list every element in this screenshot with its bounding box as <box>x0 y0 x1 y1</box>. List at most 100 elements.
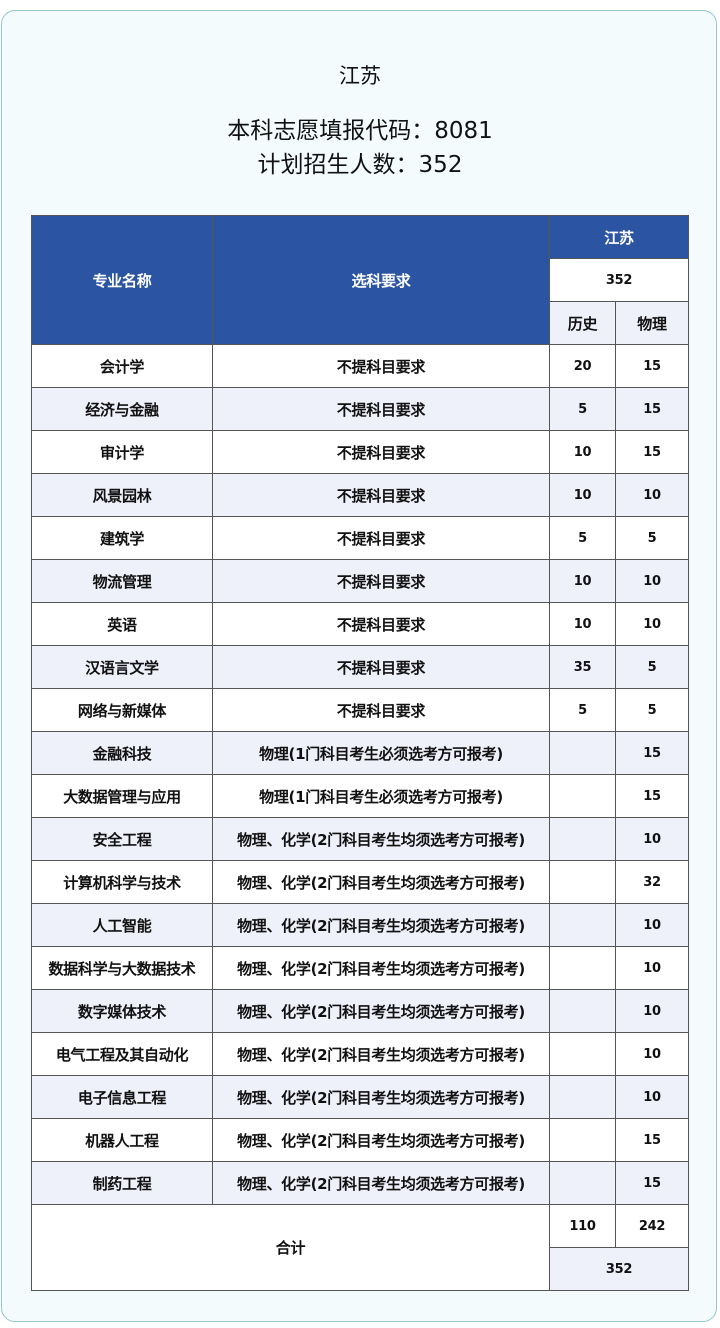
table-row: 安全工程 物理、化学(2门科目考生均须选考方可报考) 10 <box>31 817 689 861</box>
table-row: 建筑学 不提科目要求 5 5 <box>31 516 689 560</box>
history-count <box>549 989 616 1033</box>
requirement-cell: 物理、化学(2门科目考生均须选考方可报考) <box>212 1032 550 1076</box>
physics-count: 5 <box>615 688 689 732</box>
col-header-physics: 物理 <box>615 301 689 345</box>
total-label: 合计 <box>31 1204 550 1291</box>
history-count <box>549 946 616 990</box>
table-row: 经济与金融 不提科目要求 5 15 <box>31 387 689 431</box>
major-cell: 电气工程及其自动化 <box>31 1032 213 1076</box>
table-row: 电子信息工程 物理、化学(2门科目考生均须选考方可报考) 10 <box>31 1075 689 1119</box>
major-cell: 物流管理 <box>31 559 213 603</box>
table-row: 数字媒体技术 物理、化学(2门科目考生均须选考方可报考) 10 <box>31 989 689 1033</box>
physics-count: 15 <box>615 731 689 775</box>
history-count: 10 <box>549 430 616 474</box>
history-count <box>549 731 616 775</box>
table-row: 机器人工程 物理、化学(2门科目考生均须选考方可报考) 15 <box>31 1118 689 1162</box>
requirement-cell: 不提科目要求 <box>212 387 550 431</box>
major-cell: 英语 <box>31 602 213 646</box>
physics-count: 10 <box>615 1032 689 1076</box>
major-cell: 审计学 <box>31 430 213 474</box>
enrollment-table: 专业名称 选科要求 江苏 352 历史 物理 会计学 不提科目要求 20 15 经济与金… <box>31 215 689 1291</box>
major-cell: 电子信息工程 <box>31 1075 213 1119</box>
requirement-cell: 不提科目要求 <box>212 516 550 560</box>
physics-count: 5 <box>615 516 689 560</box>
history-count <box>549 774 616 818</box>
physics-count: 15 <box>615 387 689 431</box>
physics-count: 15 <box>615 430 689 474</box>
table-row: 汉语言文学 不提科目要求 35 5 <box>31 645 689 689</box>
history-count: 35 <box>549 645 616 689</box>
history-count <box>549 1075 616 1119</box>
total-physics: 242 <box>615 1204 689 1248</box>
region-total: 352 <box>549 258 689 302</box>
major-cell: 制药工程 <box>31 1161 213 1205</box>
table-row: 电气工程及其自动化 物理、化学(2门科目考生均须选考方可报考) 10 <box>31 1032 689 1076</box>
requirement-cell: 物理(1门科目考生必须选考方可报考) <box>212 774 550 818</box>
requirement-cell: 不提科目要求 <box>212 430 550 474</box>
requirement-cell: 物理(1门科目考生必须选考方可报考) <box>212 731 550 775</box>
major-cell: 网络与新媒体 <box>31 688 213 732</box>
requirement-cell: 物理、化学(2门科目考生均须选考方可报考) <box>212 989 550 1033</box>
table-row: 数据科学与大数据技术 物理、化学(2门科目考生均须选考方可报考) 10 <box>31 946 689 990</box>
major-cell: 人工智能 <box>31 903 213 947</box>
major-cell: 机器人工程 <box>31 1118 213 1162</box>
history-count <box>549 817 616 861</box>
requirement-cell: 不提科目要求 <box>212 688 550 732</box>
table-row: 审计学 不提科目要求 10 15 <box>31 430 689 474</box>
major-cell: 风景园林 <box>31 473 213 517</box>
col-header-requirement: 选科要求 <box>212 215 550 345</box>
table-row: 会计学 不提科目要求 20 15 <box>31 344 689 388</box>
physics-count: 15 <box>615 1118 689 1162</box>
history-count: 20 <box>549 344 616 388</box>
major-cell: 建筑学 <box>31 516 213 560</box>
history-count: 5 <box>549 516 616 560</box>
col-header-major: 专业名称 <box>31 215 213 345</box>
requirement-cell: 不提科目要求 <box>212 473 550 517</box>
major-cell: 金融科技 <box>31 731 213 775</box>
requirement-cell: 不提科目要求 <box>212 602 550 646</box>
total-history: 110 <box>549 1204 616 1248</box>
history-count <box>549 1161 616 1205</box>
major-cell: 大数据管理与应用 <box>31 774 213 818</box>
physics-count: 10 <box>615 946 689 990</box>
table-row: 制药工程 物理、化学(2门科目考生均须选考方可报考) 15 <box>31 1161 689 1205</box>
table-row: 物流管理 不提科目要求 10 10 <box>31 559 689 603</box>
physics-count: 10 <box>615 559 689 603</box>
physics-count: 10 <box>615 989 689 1033</box>
requirement-cell: 物理、化学(2门科目考生均须选考方可报考) <box>212 1075 550 1119</box>
physics-count: 15 <box>615 774 689 818</box>
col-header-history: 历史 <box>549 301 616 345</box>
physics-count: 15 <box>615 1161 689 1205</box>
requirement-cell: 不提科目要求 <box>212 344 550 388</box>
table-row: 风景园林 不提科目要求 10 10 <box>31 473 689 517</box>
table-row: 网络与新媒体 不提科目要求 5 5 <box>31 688 689 732</box>
requirement-cell: 物理、化学(2门科目考生均须选考方可报考) <box>212 1118 550 1162</box>
physics-count: 32 <box>615 860 689 904</box>
history-count: 10 <box>549 473 616 517</box>
major-cell: 经济与金融 <box>31 387 213 431</box>
requirement-cell: 物理、化学(2门科目考生均须选考方可报考) <box>212 1161 550 1205</box>
major-cell: 数字媒体技术 <box>31 989 213 1033</box>
requirement-cell: 不提科目要求 <box>212 645 550 689</box>
history-count <box>549 903 616 947</box>
col-header-region: 江苏 <box>549 215 689 259</box>
physics-count: 10 <box>615 817 689 861</box>
requirement-cell: 物理、化学(2门科目考生均须选考方可报考) <box>212 817 550 861</box>
history-count: 5 <box>549 688 616 732</box>
major-cell: 会计学 <box>31 344 213 388</box>
history-count <box>549 1118 616 1162</box>
major-cell: 计算机科学与技术 <box>31 860 213 904</box>
history-count: 10 <box>549 602 616 646</box>
table-row: 计算机科学与技术 物理、化学(2门科目考生均须选考方可报考) 32 <box>31 860 689 904</box>
requirement-cell: 物理、化学(2门科目考生均须选考方可报考) <box>212 946 550 990</box>
history-count: 10 <box>549 559 616 603</box>
history-count: 5 <box>549 387 616 431</box>
physics-count: 10 <box>615 602 689 646</box>
physics-count: 10 <box>615 903 689 947</box>
major-cell: 汉语言文学 <box>31 645 213 689</box>
major-cell: 数据科学与大数据技术 <box>31 946 213 990</box>
enroll-code: 本科志愿填报代码：8081 <box>227 118 493 144</box>
table-row: 大数据管理与应用 物理(1门科目考生必须选考方可报考) 15 <box>31 774 689 818</box>
history-count <box>549 860 616 904</box>
physics-count: 15 <box>615 344 689 388</box>
